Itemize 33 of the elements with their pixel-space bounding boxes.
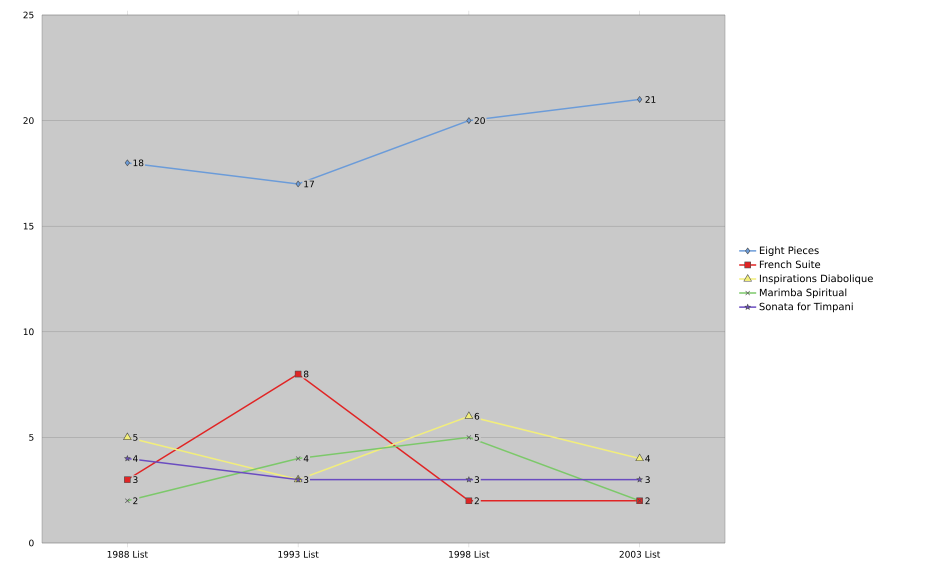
- data-label: 2: [645, 497, 650, 504]
- data-label: 2: [474, 497, 479, 504]
- data-label: 3: [304, 476, 308, 484]
- x-tick-label: 1998 List: [449, 550, 490, 558]
- data-label: 5: [133, 434, 138, 441]
- legend-label: French Suite: [760, 260, 820, 268]
- data-label: 4: [132, 455, 138, 462]
- legend-label: Sonata for Timpani: [760, 302, 853, 312]
- x-tick-label: 1988 List: [108, 550, 148, 558]
- data-label: 18: [134, 159, 144, 166]
- y-tick-label: 15: [24, 222, 34, 230]
- x-tick-label: 2003 List: [620, 550, 660, 558]
- data-label: 6: [474, 412, 480, 420]
- data-label: 20: [474, 117, 485, 124]
- y-tick-label: 25: [23, 12, 34, 18]
- y-tick-label: 5: [29, 434, 34, 441]
- data-label: 4: [304, 455, 309, 462]
- data-label: 4: [645, 455, 650, 462]
- y-tick-label: 0: [29, 540, 34, 546]
- data-label: 3: [474, 476, 480, 484]
- data-label: 2: [133, 497, 138, 504]
- data-label: 21: [645, 96, 656, 103]
- data-label: 3: [646, 476, 650, 484]
- legend-label: Marimba Spiritual: [760, 288, 846, 298]
- data-label: 17: [304, 180, 314, 188]
- data-label: 3: [133, 476, 138, 484]
- y-tick-label: 20: [23, 117, 34, 124]
- legend-label: Inspirations Diabolique: [760, 274, 873, 284]
- legend-label: Eight Pieces: [760, 246, 819, 256]
- data-label: 8: [304, 370, 308, 378]
- x-tick-label: 1993 List: [278, 550, 319, 558]
- y-tick-label: 10: [24, 328, 34, 336]
- data-label: 5: [474, 434, 479, 441]
